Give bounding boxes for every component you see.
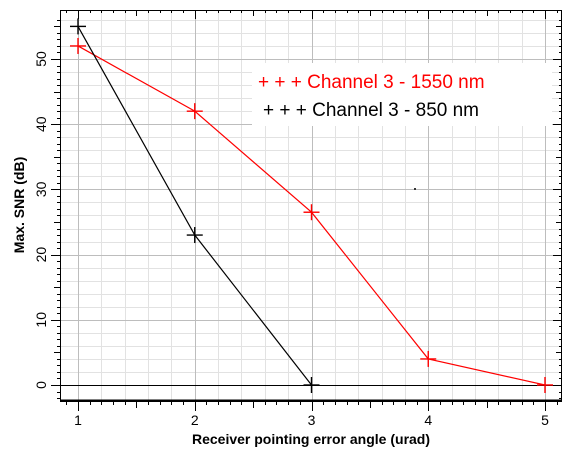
y-axis-title: Max. SNR (dB) [11,157,27,253]
data-point-marker [303,204,320,221]
data-point-marker [70,37,86,54]
data-series [70,18,553,393]
stray-dot [414,188,416,190]
data-point-marker [186,103,203,120]
legend: + + + Channel 3 - 1550 nm + + + Channel … [252,63,552,126]
x-axis-title: Receiver pointing error angle (urad) [192,431,430,447]
legend-box [252,63,552,126]
data-point-marker [70,18,86,35]
x-tick-label: 4 [424,412,432,428]
data-point-marker [537,377,553,393]
data-point-marker [303,377,320,393]
y-tick-label: 40 [33,116,49,132]
axis-labels: Receiver pointing error angle (urad) Max… [11,157,430,447]
y-tick-label: 30 [33,181,49,197]
y-tick-label: 50 [33,51,49,67]
y-tick-label: 10 [33,312,49,328]
x-tick-label: 5 [541,412,549,428]
legend-entry-850nm: + + + Channel 3 - 850 nm [263,100,479,121]
y-tick-label: 20 [33,247,49,263]
x-tick-label: 2 [191,412,199,428]
legend-entry-1550nm: + + + Channel 3 - 1550 nm [258,72,485,93]
x-tick-label: 1 [74,412,82,428]
data-point-marker [186,227,203,244]
x-tick-label: 3 [308,412,316,428]
y-tick-label: 0 [33,381,49,389]
data-point-marker [420,350,437,367]
